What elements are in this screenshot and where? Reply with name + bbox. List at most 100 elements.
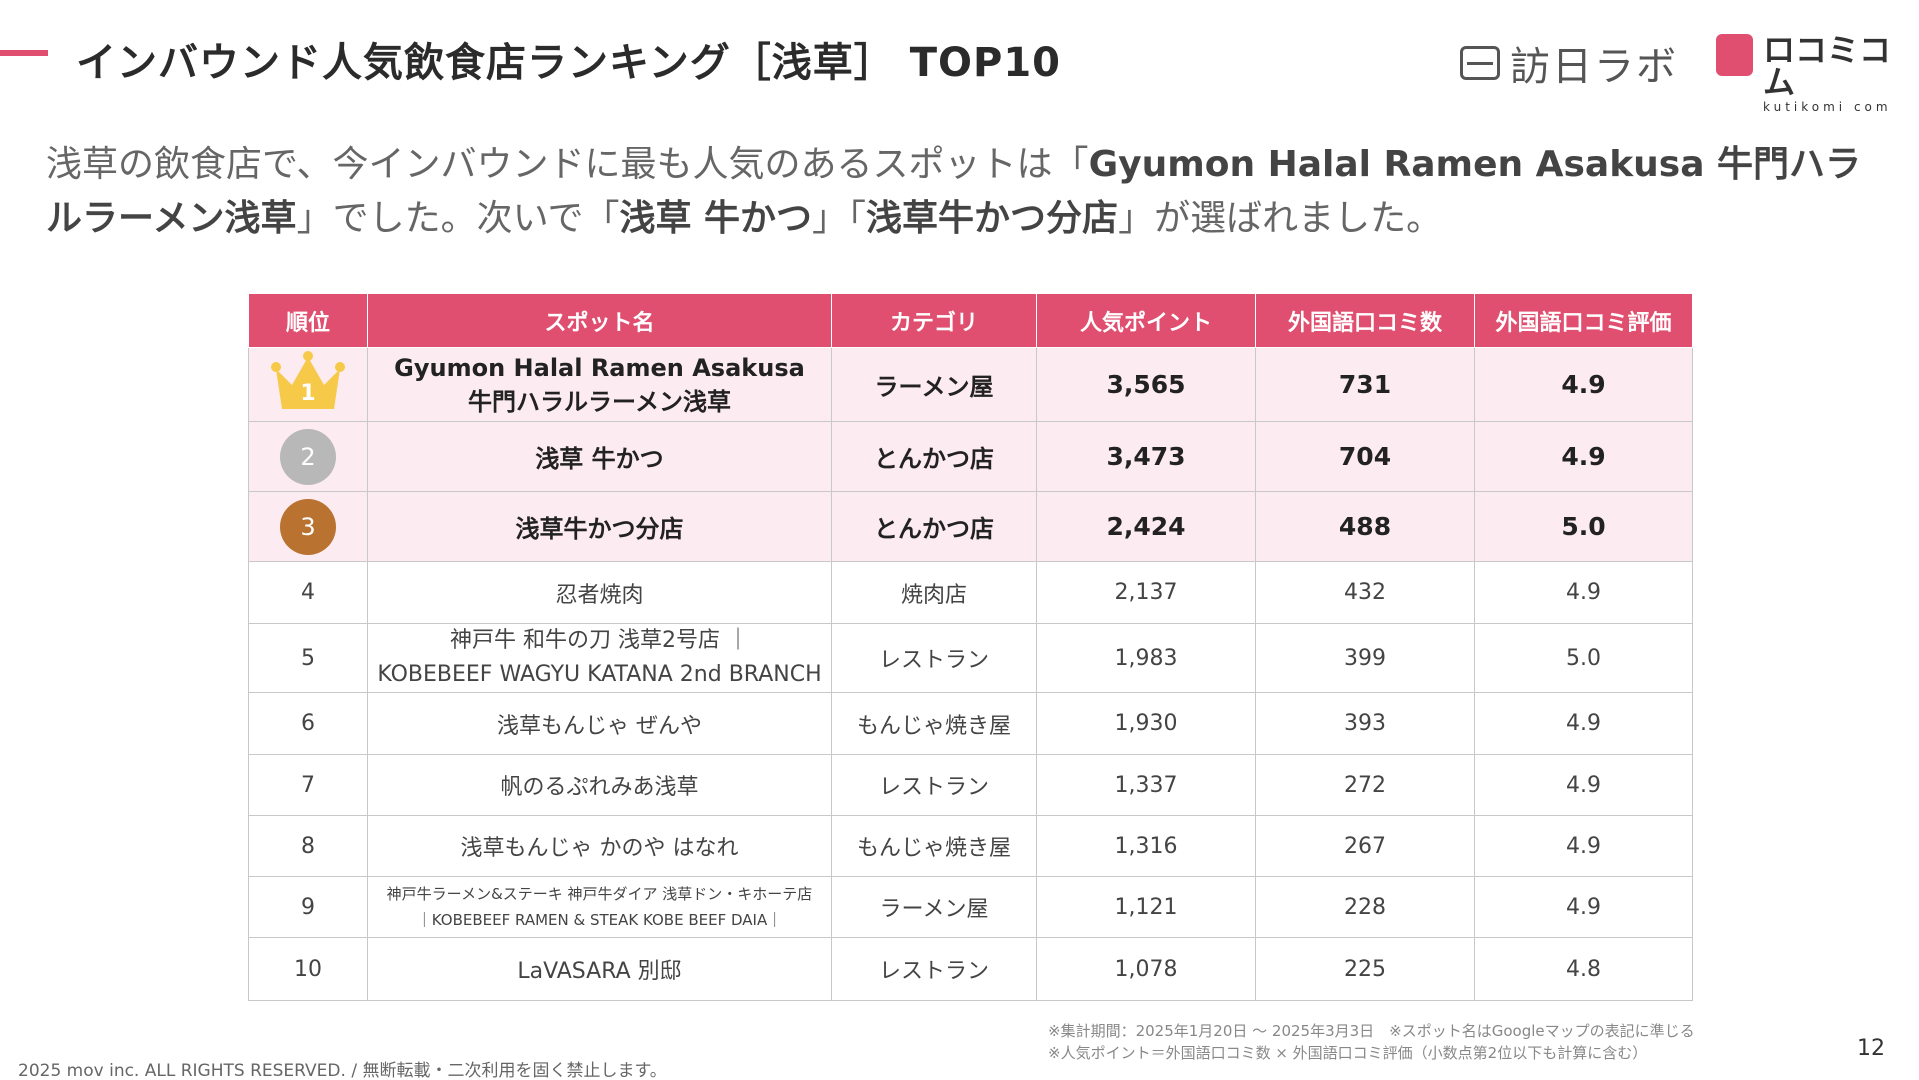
rating-cell: 5.0 [1474, 491, 1693, 562]
review-count-cell: 272 [1255, 754, 1475, 816]
rank-cell: 8 [248, 815, 368, 877]
header-category: カテゴリ [831, 293, 1037, 348]
footnote-period: ※集計期間：2025年1月20日 〜 2025年3月3日 ※スポット名はGoog… [1048, 1022, 1695, 1040]
header-review-count: 外国語口コミ数 [1255, 293, 1475, 348]
gold-crown-icon: 1 [270, 350, 346, 413]
category-cell: とんかつ店 [831, 421, 1037, 492]
points-cell: 1,078 [1036, 937, 1256, 1001]
review-count-cell: 704 [1255, 421, 1475, 492]
rank-cell: 3 [248, 491, 368, 562]
rank-cell: 10 [248, 937, 368, 1001]
table-row: 1 Gyumon Halal Ramen Asakusa 牛門ハラルラーメン浅草… [248, 347, 1693, 422]
rank-cell: 5 [248, 623, 368, 693]
points-cell: 2,424 [1036, 491, 1256, 562]
spot-name-cell: 浅草もんじゃ かのや はなれ [367, 815, 832, 877]
kutikomi-logo: ロコミコム kutikomi com [1716, 34, 1919, 114]
rating-cell: 4.9 [1474, 347, 1693, 422]
category-cell: もんじゃ焼き屋 [831, 815, 1037, 877]
intro-highlight-3: 浅草牛かつ分店 [866, 198, 1119, 239]
ranking-table: 順位 スポット名 カテゴリ 人気ポイント 外国語口コミ数 外国語口コミ評価 1 … [248, 293, 1693, 1001]
review-count-cell: 432 [1255, 561, 1475, 624]
review-count-cell: 267 [1255, 815, 1475, 877]
table-row: 10 LaVASARA 別邸 レストラン 1,078 225 4.8 [248, 937, 1693, 1001]
table-row: 6 浅草もんじゃ ぜんや もんじゃ焼き屋 1,930 393 4.9 [248, 692, 1693, 755]
table-row: 8 浅草もんじゃ かのや はなれ もんじゃ焼き屋 1,316 267 4.9 [248, 815, 1693, 877]
rating-cell: 4.8 [1474, 937, 1693, 1001]
header-spot-name: スポット名 [367, 293, 832, 348]
points-cell: 1,316 [1036, 815, 1256, 877]
rating-cell: 4.9 [1474, 421, 1693, 492]
category-cell: レストラン [831, 754, 1037, 816]
page-number: 12 [1857, 1036, 1885, 1061]
rating-cell: 5.0 [1474, 623, 1693, 693]
review-count-cell: 228 [1255, 876, 1475, 938]
rank-cell: 9 [248, 876, 368, 938]
spot-name-line2: KOBEBEEF WAGYU KATANA 2nd BRANCH [377, 662, 822, 687]
table-row: 9 神戸牛ラーメン&ステーキ 神戸牛ダイア 浅草ドン・キホーテ店 ｜KOBEBE… [248, 876, 1693, 938]
rating-cell: 4.9 [1474, 692, 1693, 755]
category-cell: 焼肉店 [831, 561, 1037, 624]
spot-name-cell: 浅草 牛かつ [367, 421, 832, 492]
rank-cell: 1 [248, 347, 368, 422]
category-cell: もんじゃ焼き屋 [831, 692, 1037, 755]
spot-name-cell: 忍者焼肉 [367, 561, 832, 624]
table-header-row: 順位 スポット名 カテゴリ 人気ポイント 外国語口コミ数 外国語口コミ評価 [248, 293, 1693, 348]
houjin-lab-logo-text: 訪日ラボ [1510, 44, 1678, 90]
spot-name-cell: 神戸牛 和牛の刀 浅草2号店 ｜ KOBEBEEF WAGYU KATANA 2… [367, 623, 832, 693]
rank-cell: 7 [248, 754, 368, 816]
points-cell: 1,337 [1036, 754, 1256, 816]
points-cell: 3,565 [1036, 347, 1256, 422]
category-cell: レストラン [831, 937, 1037, 1001]
rating-cell: 4.9 [1474, 754, 1693, 816]
intro-highlight-2: 浅草 牛かつ [619, 198, 813, 239]
kutikomi-logo-subtext: kutikomi com [1763, 100, 1892, 114]
spot-name-line1: 神戸牛ラーメン&ステーキ 神戸牛ダイア 浅草ドン・キホーテ店 [386, 885, 813, 903]
header-review-rating: 外国語口コミ評価 [1474, 293, 1693, 348]
spot-name-line2: 牛門ハラルラーメン浅草 [467, 387, 732, 416]
table-row: 4 忍者焼肉 焼肉店 2,137 432 4.9 [248, 561, 1693, 624]
rating-cell: 4.9 [1474, 876, 1693, 938]
category-cell: ラーメン屋 [831, 876, 1037, 938]
spot-name-line2: ｜KOBEBEEF RAMEN & STEAK KOBE BEEF DAIA｜ [416, 911, 783, 929]
intro-highlight-1: Gyumon Halal Ramen Asakusa 牛門ハラルラーメン浅草 [46, 144, 1862, 239]
footnote-formula: ※人気ポイント＝外国語口コミ数 × 外国語口コミ評価（小数点第2位以下も計算に含… [1048, 1044, 1648, 1062]
category-cell: とんかつ店 [831, 491, 1037, 562]
review-count-cell: 488 [1255, 491, 1475, 562]
points-cell: 1,121 [1036, 876, 1256, 938]
spot-name-line1: Gyumon Halal Ramen Asakusa [394, 353, 805, 382]
intro-text: 浅草の飲食店で、今インバウンドに最も人気のあるスポットは「Gyumon Hala… [46, 144, 1862, 239]
rank-number: 1 [300, 380, 316, 406]
silver-medal-icon: 2 [280, 428, 336, 485]
houjin-lab-logo: 訪日ラボ [1460, 34, 1678, 92]
header-points: 人気ポイント [1036, 293, 1256, 348]
points-cell: 1,930 [1036, 692, 1256, 755]
review-count-cell: 399 [1255, 623, 1475, 693]
rank-cell: 4 [248, 561, 368, 624]
category-cell: ラーメン屋 [831, 347, 1037, 422]
spot-name-cell: 浅草牛かつ分店 [367, 491, 832, 562]
table-row: 5 神戸牛 和牛の刀 浅草2号店 ｜ KOBEBEEF WAGYU KATANA… [248, 623, 1693, 693]
points-cell: 1,983 [1036, 623, 1256, 693]
spot-name-cell: Gyumon Halal Ramen Asakusa 牛門ハラルラーメン浅草 [367, 347, 832, 422]
spot-name-cell: 神戸牛ラーメン&ステーキ 神戸牛ダイア 浅草ドン・キホーテ店 ｜KOBEBEEF… [367, 876, 832, 938]
page-title: インバウンド人気飲食店ランキング［浅草］ TOP10 [76, 40, 1061, 86]
title-accent-bar [0, 50, 48, 56]
review-count-cell: 393 [1255, 692, 1475, 755]
table-row: 3 浅草牛かつ分店 とんかつ店 2,424 488 5.0 [248, 491, 1693, 562]
kutikomi-logo-icon [1716, 34, 1754, 76]
category-cell: レストラン [831, 623, 1037, 693]
points-cell: 3,473 [1036, 421, 1256, 492]
table-row: 7 帆のるぷれみあ浅草 レストラン 1,337 272 4.9 [248, 754, 1693, 816]
footnotes: ※集計期間：2025年1月20日 〜 2025年3月3日 ※スポット名はGoog… [1048, 1020, 1695, 1064]
points-cell: 2,137 [1036, 561, 1256, 624]
header-rank: 順位 [248, 293, 368, 348]
review-count-cell: 731 [1255, 347, 1475, 422]
spot-name-line1: 神戸牛 和牛の刀 浅草2号店 ｜ [450, 628, 749, 653]
kutikomi-logo-text: ロコミコム [1763, 31, 1892, 101]
copyright-text: 2025 mov inc. ALL RIGHTS RESERVED. / 無断転… [18, 1061, 667, 1080]
rank-cell: 6 [248, 692, 368, 755]
spot-name-cell: 浅草もんじゃ ぜんや [367, 692, 832, 755]
rank-cell: 2 [248, 421, 368, 492]
spot-name-cell: LaVASARA 別邸 [367, 937, 832, 1001]
table-row: 2 浅草 牛かつ とんかつ店 3,473 704 4.9 [248, 421, 1693, 492]
